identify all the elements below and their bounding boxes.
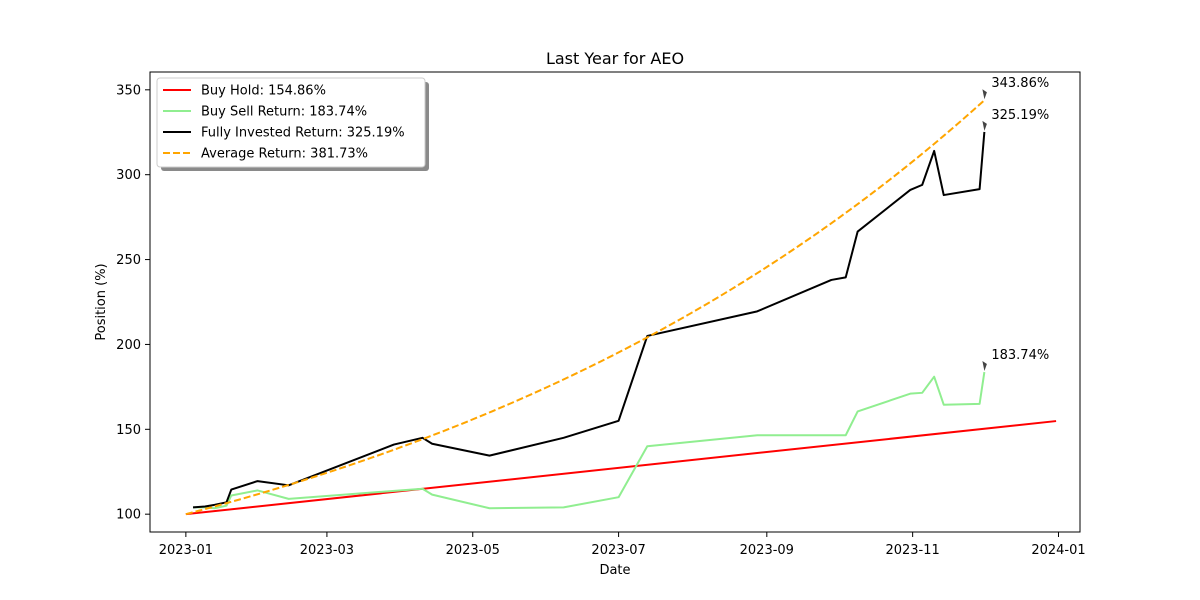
annotation-label: 325.19%	[991, 108, 1049, 123]
y-tick-label: 150	[116, 423, 141, 438]
legend-label: Fully Invested Return: 325.19%	[201, 126, 405, 141]
annotation-layer: 343.86% 325.19% 183.74%	[982, 76, 1049, 371]
series-layer	[185, 99, 1057, 516]
x-tick-label: 2023-05	[446, 543, 500, 558]
x-axis-ticks: 2023-01 2023-03 2023-05 2023-07 2023-09 2023-…	[159, 532, 1086, 558]
x-tick-label: 2023-11	[885, 543, 939, 558]
legend-label: Buy Sell Return: 183.74%	[201, 105, 367, 120]
y-tick-label: 250	[116, 253, 141, 268]
annotation-label: 183.74%	[991, 348, 1049, 363]
y-tick-label: 200	[116, 338, 141, 353]
annotation-arrow	[982, 89, 987, 100]
x-tick-label: 2023-07	[591, 543, 645, 558]
legend-box	[156, 77, 426, 168]
y-tick-label: 350	[116, 83, 141, 98]
y-axis-ticks: 100 150 200 250 300 350	[116, 83, 150, 523]
y-tick-label: 300	[116, 168, 141, 183]
legend-label: Buy Hold: 154.86%	[201, 84, 326, 99]
annotation-label: 343.86%	[991, 76, 1049, 91]
chart-title: Last Year for AEO	[546, 49, 684, 68]
x-tick-label: 2023-09	[740, 543, 794, 558]
y-axis-title: Position (%)	[94, 263, 109, 340]
annotation-arrow	[982, 120, 987, 131]
series-line-average-return	[185, 99, 986, 516]
series-line-buy-hold	[185, 420, 1057, 516]
x-tick-label: 2023-03	[300, 543, 354, 558]
y-tick-label: 100	[116, 508, 141, 523]
legend: Buy Hold: 154.86% Buy Sell Return: 183.74…	[156, 77, 429, 171]
plot-frame	[149, 71, 1081, 533]
series-line-buy-sell-return	[193, 371, 986, 510]
annotation-arrow	[982, 361, 987, 371]
x-axis-title: Date	[599, 563, 630, 578]
legend-label: Average Return: 381.73%	[201, 147, 368, 162]
series-line-fully-invested-return	[192, 131, 986, 509]
x-tick-label: 2024-01	[1031, 543, 1085, 558]
x-tick-label: 2023-01	[159, 543, 213, 558]
